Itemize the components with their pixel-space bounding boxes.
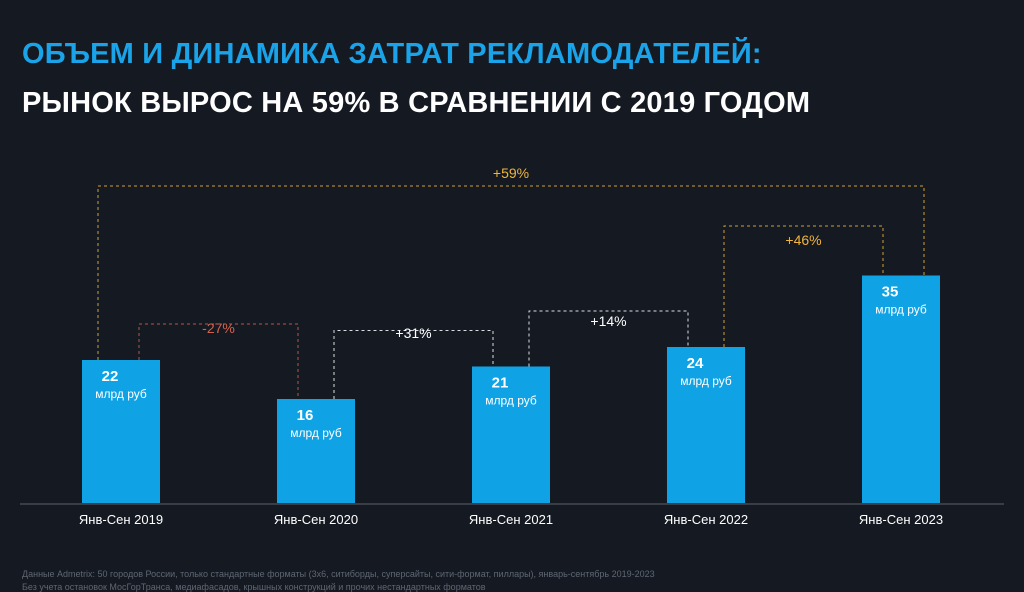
change-label: +31%	[395, 325, 431, 341]
bar-unit-label: млрд руб	[290, 426, 342, 440]
change-label: -27%	[202, 320, 235, 336]
x-tick-label: Янв-Сен 2021	[469, 512, 553, 527]
bar-unit-label: млрд руб	[875, 303, 927, 317]
x-tick-label: Янв-Сен 2019	[79, 512, 163, 527]
bar-value-label: 24	[687, 355, 704, 372]
change-label: +46%	[785, 232, 821, 248]
change-label: +14%	[590, 313, 626, 329]
bar	[277, 399, 355, 503]
bar-chart: 22 млрд руб Янв-Сен 2019 16 млрд руб Янв-Сен …	[20, 165, 1004, 527]
total-change-bracket	[97, 185, 925, 360]
bar	[82, 360, 160, 503]
total-change-label: +59%	[493, 165, 529, 181]
bar-value-label: 22	[102, 368, 119, 385]
x-tick-label: Янв-Сен 2023	[859, 512, 943, 527]
chart-subtitle: РЫНОК ВЫРОС НА 59% В СРАВНЕНИИ С 2019 ГО…	[22, 87, 811, 119]
chart-title: ОБЪЕМ И ДИНАМИКА ЗАТРАТ РЕКЛАМОДАТЕЛЕЙ:	[22, 38, 762, 70]
bar-unit-label: млрд руб	[680, 374, 732, 388]
bar	[862, 275, 940, 503]
change-bracket	[528, 310, 689, 367]
change-bracket	[138, 323, 299, 399]
footnote-exclusions: Без учета остановок МосГорТранса, медиаф…	[22, 582, 486, 592]
bar-unit-label: млрд руб	[95, 387, 147, 401]
bar	[472, 366, 550, 503]
bar-value-label: 16	[297, 407, 314, 424]
bar	[667, 347, 745, 503]
bar-unit-label: млрд руб	[485, 394, 537, 408]
bar-value-label: 21	[492, 375, 509, 392]
bar-value-label: 35	[882, 284, 899, 301]
footnote-source: Данные Admetrix: 50 городов России, толь…	[22, 569, 655, 579]
change-bracket	[723, 225, 884, 347]
x-tick-label: Янв-Сен 2020	[274, 512, 358, 527]
x-tick-label: Янв-Сен 2022	[664, 512, 748, 527]
